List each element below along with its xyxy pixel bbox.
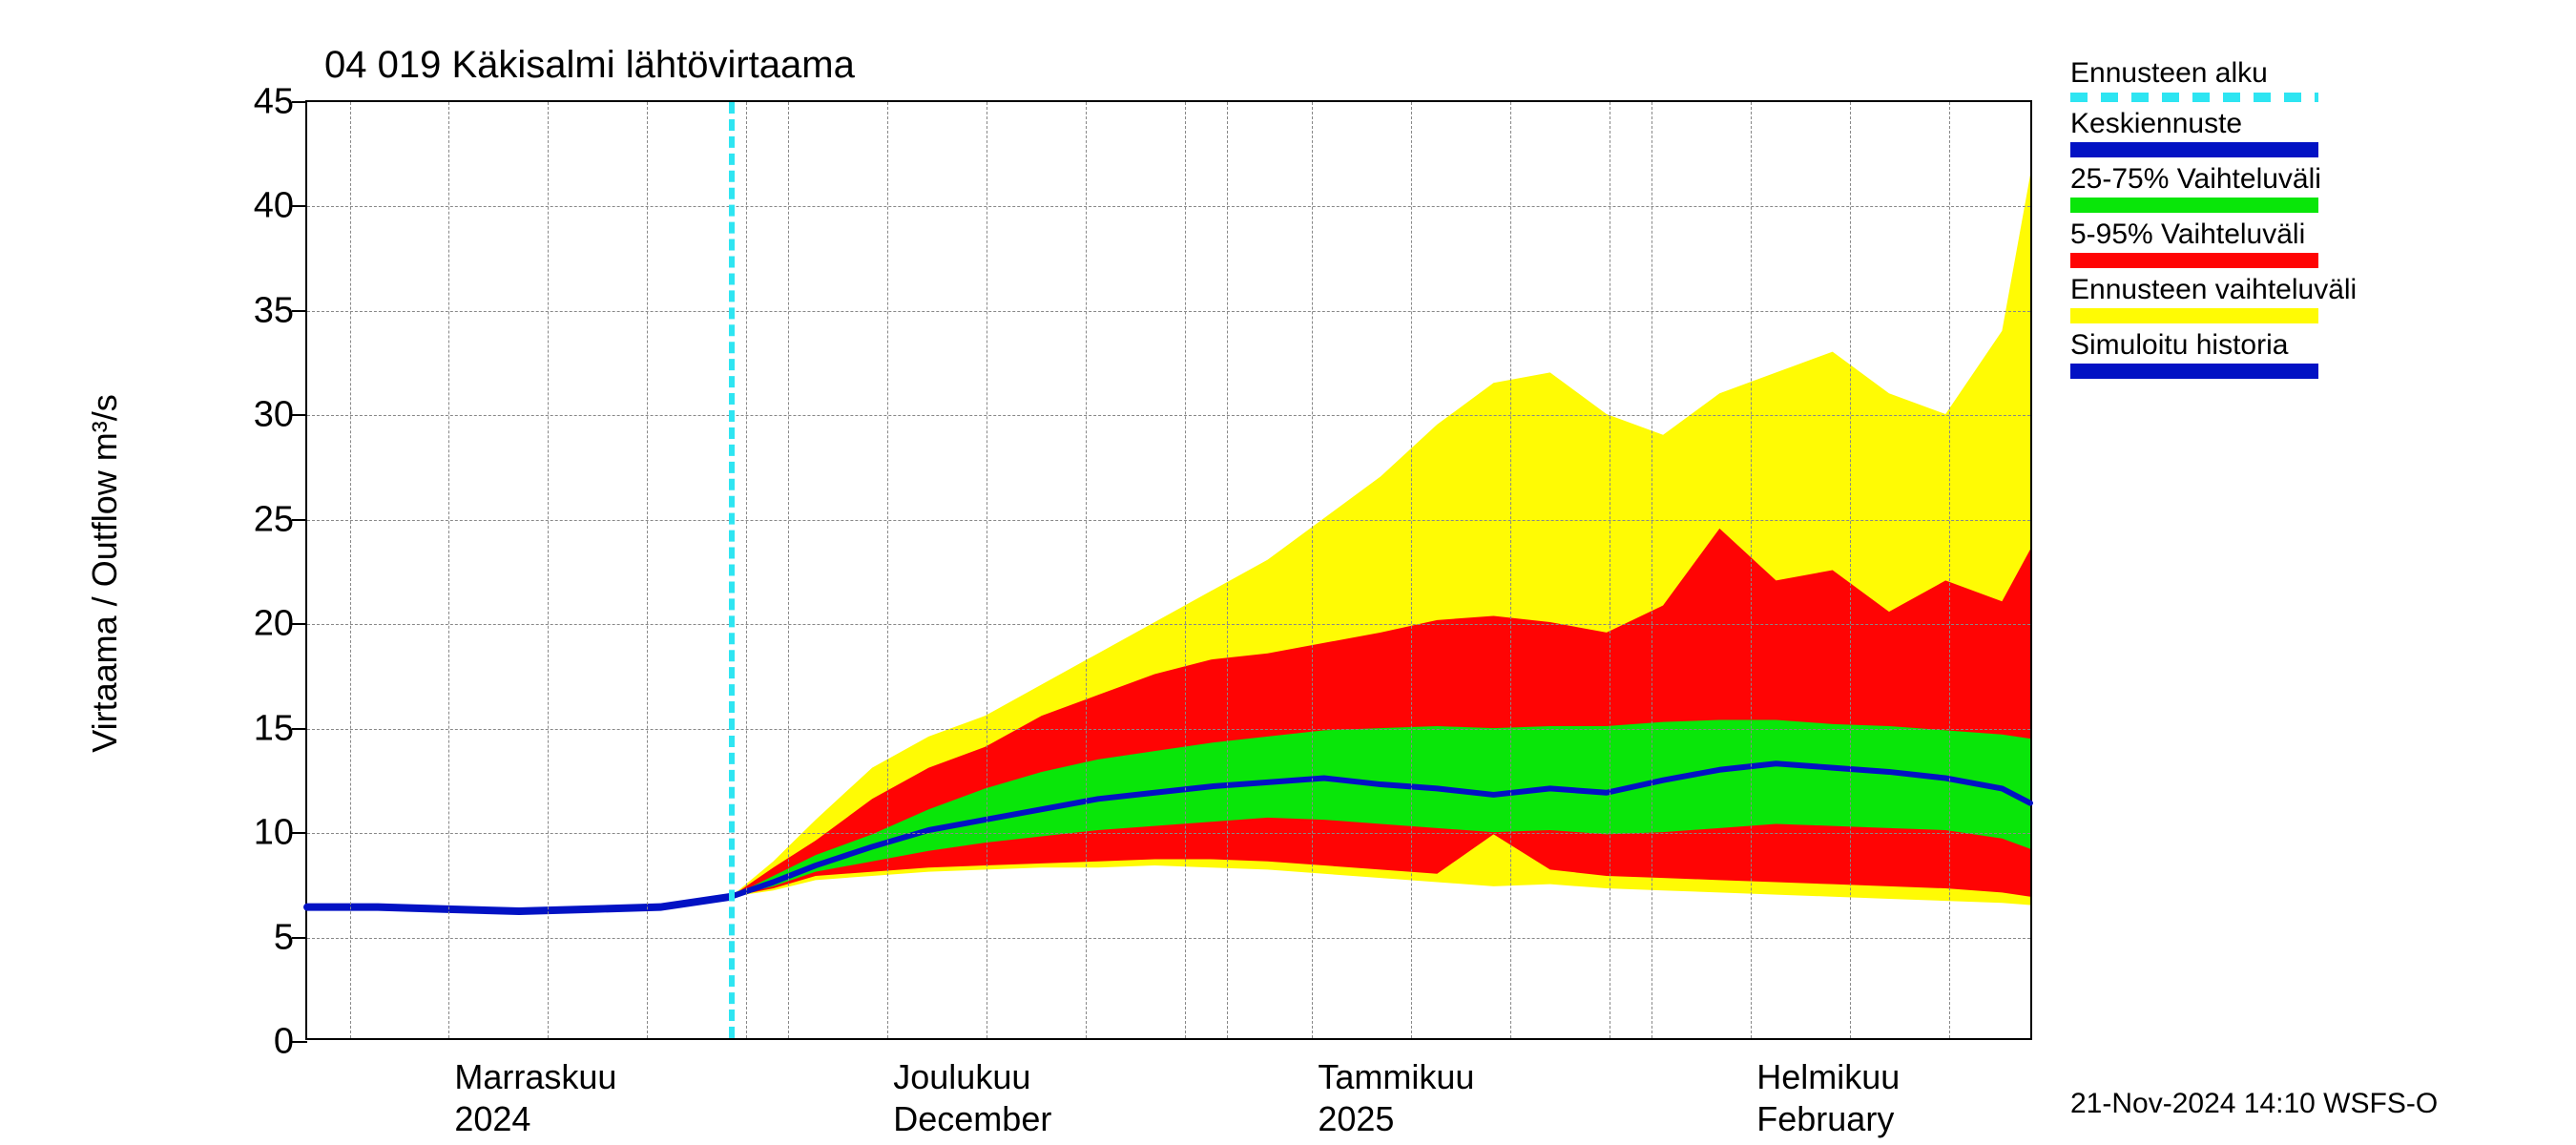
- y-tick-label: 25: [254, 499, 294, 540]
- gridline-v: [1411, 102, 1412, 1038]
- gridline-h: [307, 520, 2030, 521]
- gridline-h: [307, 206, 2030, 207]
- legend-label: Simuloitu historia: [2070, 329, 2357, 362]
- y-axis-label: Virtaama / Outflow m³/s: [85, 335, 125, 812]
- gridline-v: [1086, 102, 1087, 1038]
- y-tick: [292, 937, 307, 939]
- y-tick-label: 0: [274, 1022, 294, 1063]
- legend-label: 25-75% Vaihteluväli: [2070, 163, 2357, 196]
- gridline-v: [1949, 102, 1950, 1038]
- legend-label: Ennusteen alku: [2070, 57, 2357, 90]
- chart-title: 04 019 Käkisalmi lähtövirtaama: [324, 44, 855, 87]
- gridline-h: [307, 415, 2030, 416]
- legend-item: Ennusteen alku: [2070, 57, 2357, 102]
- gridline-v: [746, 102, 747, 1038]
- y-tick: [292, 832, 307, 834]
- gridline-v: [1185, 102, 1186, 1038]
- gridline-v-major: [1312, 102, 1313, 1038]
- x-tick-label: Joulukuu: [893, 1057, 1030, 1097]
- x-tick-label: Marraskuu: [454, 1057, 616, 1097]
- x-tick-label-2: 2025: [1318, 1099, 1394, 1139]
- legend-swatch: [2070, 198, 2318, 213]
- gridline-v: [350, 102, 351, 1038]
- gridline-h: [307, 938, 2030, 939]
- legend-item: 25-75% Vaihteluväli: [2070, 163, 2357, 213]
- gridline-v: [1227, 102, 1228, 1038]
- y-tick: [292, 1041, 307, 1043]
- plot-area: 051015202530354045Marraskuu2024JoulukuuD…: [305, 100, 2032, 1040]
- y-tick: [292, 728, 307, 730]
- legend-item: 5-95% Vaihteluväli: [2070, 219, 2357, 268]
- legend-swatch: [2070, 364, 2318, 379]
- legend-swatch: [2070, 142, 2318, 157]
- legend-swatch: [2070, 253, 2318, 268]
- legend: Ennusteen alku Keskiennuste 25-75% Vaihtel…: [2070, 57, 2357, 385]
- x-tick-label-2: December: [893, 1099, 1051, 1139]
- legend-swatch: [2070, 93, 2318, 102]
- legend-label: Ennusteen vaihteluväli: [2070, 274, 2357, 306]
- gridline-v: [548, 102, 549, 1038]
- y-tick-label: 15: [254, 708, 294, 749]
- legend-item: Ennusteen vaihteluväli: [2070, 274, 2357, 323]
- y-tick: [292, 414, 307, 416]
- legend-swatch: [2070, 308, 2318, 323]
- y-tick-label: 5: [274, 917, 294, 958]
- gridline-h: [307, 624, 2030, 625]
- y-tick: [292, 205, 307, 207]
- gridline-v-major: [887, 102, 888, 1038]
- forecast-start-line: [729, 102, 735, 1038]
- gridline-v: [788, 102, 789, 1038]
- chart-container: 04 019 Käkisalmi lähtövirtaama Virtaama …: [0, 0, 2576, 1145]
- y-tick-label: 35: [254, 290, 294, 331]
- y-tick: [292, 310, 307, 312]
- gridline-v: [1510, 102, 1511, 1038]
- y-tick: [292, 623, 307, 625]
- timestamp-footer: 21-Nov-2024 14:10 WSFS-O: [2070, 1088, 2438, 1120]
- gridline-h: [307, 311, 2030, 312]
- gridline-v-major: [1751, 102, 1752, 1038]
- gridline-v: [1850, 102, 1851, 1038]
- gridline-v: [647, 102, 648, 1038]
- y-tick-label: 40: [254, 186, 294, 227]
- y-tick-label: 10: [254, 813, 294, 854]
- history-line: [307, 897, 731, 911]
- x-tick-label-2: February: [1756, 1099, 1894, 1139]
- y-tick-label: 20: [254, 604, 294, 645]
- gridline-v-major: [448, 102, 449, 1038]
- gridline-h: [307, 729, 2030, 730]
- y-tick: [292, 101, 307, 103]
- data-svg: [307, 102, 2030, 1038]
- legend-item: Keskiennuste: [2070, 108, 2357, 157]
- y-tick-label: 30: [254, 395, 294, 436]
- x-tick-label: Helmikuu: [1756, 1057, 1900, 1097]
- y-tick: [292, 519, 307, 521]
- x-tick-label: Tammikuu: [1318, 1057, 1474, 1097]
- y-tick-label: 45: [254, 82, 294, 123]
- legend-item: Simuloitu historia: [2070, 329, 2357, 379]
- legend-label: Keskiennuste: [2070, 108, 2357, 140]
- legend-label: 5-95% Vaihteluväli: [2070, 219, 2357, 251]
- x-tick-label-2: 2024: [454, 1099, 530, 1139]
- gridline-h: [307, 833, 2030, 834]
